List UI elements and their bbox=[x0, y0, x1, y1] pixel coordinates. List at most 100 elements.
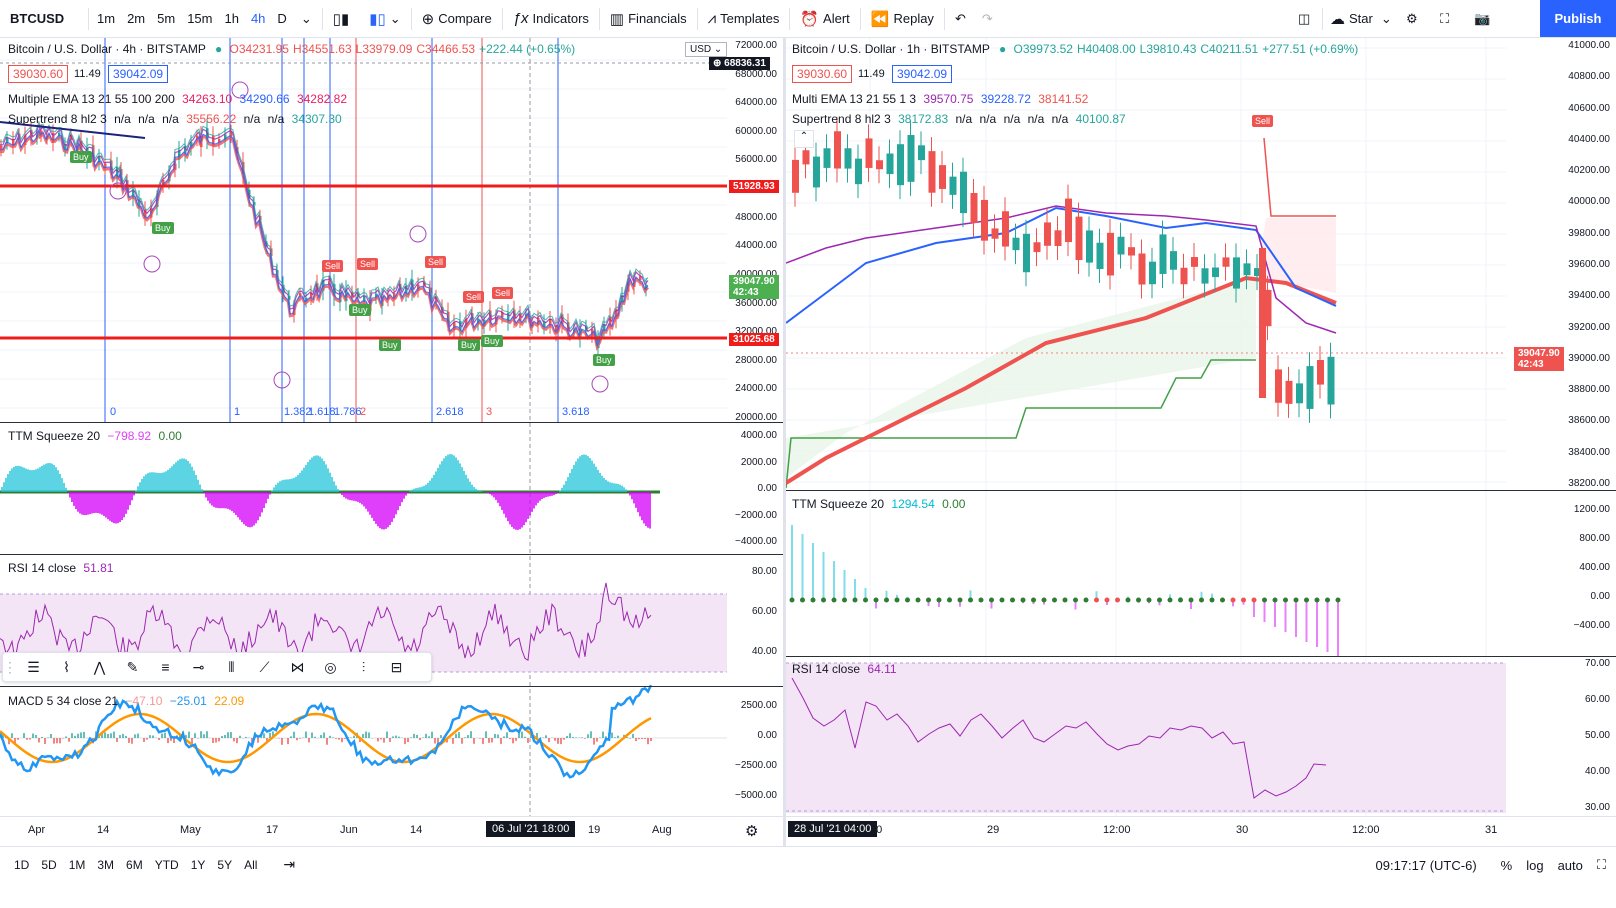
range-ytd[interactable]: YTD bbox=[154, 857, 179, 872]
snapshot-button[interactable]: 📷 bbox=[1466, 0, 1498, 38]
sell-signal-badge: Sell bbox=[357, 258, 379, 270]
clock-time[interactable]: 09:17:17 (UTC-6) bbox=[1375, 857, 1477, 873]
right-sell-price-button[interactable]: 39030.60 bbox=[792, 65, 853, 83]
timeframe-2m[interactable]: 2m bbox=[127, 11, 146, 26]
fib-channel-icon[interactable]: ⫶ bbox=[361, 658, 366, 675]
pen-icon[interactable]: ✎ bbox=[126, 658, 139, 675]
left-macd-scale[interactable]: 2500.00 0.00 −2500.00 −5000.00 bbox=[727, 686, 783, 816]
bar-countdown: 42:43 bbox=[733, 287, 759, 298]
indicators-button[interactable]: ƒx Indicators bbox=[505, 0, 597, 38]
left-buy-price-button[interactable]: 39042.09 bbox=[108, 65, 169, 83]
auto-toggle[interactable]: auto bbox=[1557, 857, 1583, 873]
left-time-axis[interactable]: Apr 14 May 17 Jun 14 19 Aug bbox=[0, 824, 727, 844]
layout-splitter[interactable] bbox=[783, 38, 786, 846]
vertical-lines-icon[interactable]: ⫴ bbox=[228, 658, 235, 675]
left-macd-legend[interactable]: MACD 5 34 close 21 −47.10 −25.01 22.09 bbox=[8, 694, 244, 708]
range-all[interactable]: All bbox=[244, 857, 258, 872]
left-symbol-title[interactable]: Bitcoin / U.S. Dollar · 4h · BITSTAMP bbox=[8, 42, 206, 56]
elliott-wave-icon[interactable]: ⌇ bbox=[63, 658, 70, 675]
range-1m[interactable]: 1M bbox=[68, 857, 86, 872]
right-supertrend-legend[interactable]: Supertrend 8 hl2 3 38172.83 n/a n/a n/a … bbox=[792, 112, 1126, 126]
range-1y[interactable]: 1Y bbox=[190, 857, 206, 872]
right-ttm-scale[interactable]: 1200.00 800.00 400.00 0.00 −400.00 bbox=[1506, 490, 1616, 656]
financials-button[interactable]: ▥ Financials bbox=[602, 0, 695, 38]
timeframe-1m[interactable]: 1m bbox=[97, 11, 116, 26]
pane-separator[interactable] bbox=[786, 490, 1616, 491]
range-5y[interactable]: 5Y bbox=[217, 857, 233, 872]
pane-separator[interactable] bbox=[0, 686, 783, 687]
right-ttm-legend[interactable]: TTM Squeeze 20 1294.54 0.00 bbox=[792, 497, 965, 511]
left-supertrend-legend[interactable]: Supertrend 8 hl2 3 n/a n/a n/a 35556.22 … bbox=[8, 112, 342, 126]
chart-type-button[interactable]: ▮▯ ⌄ bbox=[361, 0, 408, 38]
right-time-axis[interactable]: 00 29 12:00 30 12:00 31 bbox=[786, 824, 1506, 844]
layout-button[interactable]: ◫ bbox=[1290, 0, 1318, 38]
candle-body bbox=[1044, 222, 1051, 246]
fullscreen-corners-icon[interactable]: ⛶ bbox=[1596, 857, 1606, 872]
right-buy-price-button[interactable]: 39042.09 bbox=[892, 65, 953, 83]
candle-body bbox=[855, 158, 862, 185]
log-toggle[interactable]: log bbox=[1526, 857, 1544, 873]
percent-toggle[interactable]: % bbox=[1500, 857, 1513, 873]
templates-button[interactable]: ⩘ Templates bbox=[700, 0, 788, 38]
right-ema-legend[interactable]: Multi EMA 13 21 55 1 3 39570.75 39228.72… bbox=[792, 92, 1088, 106]
drag-handle-icon[interactable]: ⋮ bbox=[3, 658, 17, 675]
left-sell-price-button[interactable]: 39030.60 bbox=[8, 65, 69, 83]
timeframe-1h[interactable]: 1h bbox=[224, 11, 239, 26]
timeframe-d[interactable]: D bbox=[277, 11, 287, 26]
left-rsi-legend[interactable]: RSI 14 close 51.81 bbox=[8, 561, 113, 575]
settings-button[interactable]: ⚙ bbox=[1398, 0, 1426, 38]
undo-button[interactable]: ↶ bbox=[947, 0, 974, 38]
fib-spiral-icon[interactable]: ◎ bbox=[324, 658, 337, 675]
chart-settings-gear-icon[interactable]: ⚙ bbox=[745, 823, 759, 840]
pattern-icon[interactable]: ⋈ bbox=[290, 658, 305, 675]
ttm-squeeze-dot bbox=[1062, 597, 1068, 603]
compare-button[interactable]: ⊕ Compare bbox=[414, 0, 500, 38]
date-range-icon[interactable]: ⇥ bbox=[283, 856, 296, 872]
publish-button[interactable]: Publish bbox=[1540, 0, 1616, 37]
right-chart-pane[interactable]: Bitcoin / U.S. Dollar · 1h · BITSTAMP ● … bbox=[786, 38, 1616, 846]
symbol-search[interactable]: BTCUSD bbox=[10, 11, 65, 26]
replay-button[interactable]: ⏪ Replay bbox=[863, 0, 942, 38]
horizontal-ray-icon[interactable]: ⊸ bbox=[192, 658, 205, 675]
right-rsi-scale[interactable]: 70.00 60.00 50.00 40.00 30.00 bbox=[1506, 656, 1616, 816]
range-3m[interactable]: 3M bbox=[97, 857, 115, 872]
range-6m[interactable]: 6M bbox=[126, 857, 143, 872]
horizontal-lines-icon[interactable]: ☰ bbox=[27, 658, 40, 675]
right-symbol-title[interactable]: Bitcoin / U.S. Dollar · 1h · BITSTAMP bbox=[792, 42, 990, 56]
fullscreen-button[interactable]: ⛶ bbox=[1432, 0, 1457, 38]
alert-button[interactable]: ⏰ Alert bbox=[792, 0, 857, 38]
star-button[interactable]: ☁ Star ⌄ bbox=[1322, 0, 1400, 38]
pane-separator[interactable] bbox=[0, 422, 783, 423]
left-rsi-scale[interactable]: 80.00 60.00 40.00 bbox=[727, 554, 783, 686]
trend-line-icon[interactable]: ⟋ bbox=[259, 658, 270, 675]
timeframe-dropdown[interactable]: ⌄ bbox=[293, 0, 320, 38]
candle-body bbox=[844, 148, 852, 169]
timeframe-15m[interactable]: 15m bbox=[187, 11, 213, 26]
ema-value-2: 34290.66 bbox=[239, 92, 290, 106]
pane-separator[interactable] bbox=[786, 656, 1616, 657]
timeframe-4h[interactable]: 4h bbox=[250, 11, 266, 26]
candle-body bbox=[310, 292, 313, 299]
candle-body bbox=[897, 144, 904, 186]
left-ttm-legend[interactable]: TTM Squeeze 20 −798.92 0.00 bbox=[8, 429, 182, 443]
right-rsi-legend[interactable]: RSI 14 close 64.11 bbox=[792, 662, 897, 676]
rsi-name: RSI 14 close bbox=[8, 561, 77, 575]
right-chart-canvas[interactable] bbox=[786, 38, 1616, 846]
bar-style-button[interactable]: ▯▮ bbox=[325, 0, 362, 38]
left-ttm-scale[interactable]: 4000.00 2000.00 0.00 −2000.00 −4000.00 bbox=[727, 422, 783, 554]
position-icon[interactable]: ⊟ bbox=[390, 658, 403, 675]
currency-selector[interactable]: USD ⌄ bbox=[685, 42, 728, 57]
left-chart-pane[interactable]: Bitcoin / U.S. Dollar · 4h · BITSTAMP ● … bbox=[0, 38, 783, 846]
left-price-scale[interactable]: 72000.00 68000.00 64000.00 60000.00 56000.00… bbox=[727, 38, 783, 423]
range-5d[interactable]: 5D bbox=[41, 857, 57, 872]
collapse-legend-button[interactable]: ⌃ bbox=[794, 130, 814, 148]
range-1d[interactable]: 1D bbox=[14, 857, 30, 872]
right-price-scale[interactable]: 41000.00 40800.00 40600.00 40400.00 40200.00… bbox=[1506, 38, 1616, 490]
abc-pattern-icon[interactable]: ⋀ bbox=[93, 658, 106, 675]
pane-separator[interactable] bbox=[0, 554, 783, 555]
timeframe-5m[interactable]: 5m bbox=[157, 11, 176, 26]
redo-button[interactable]: ↷ bbox=[974, 0, 1001, 38]
left-ema-legend[interactable]: Multiple EMA 13 21 55 100 200 34263.10 3… bbox=[8, 92, 347, 106]
fib-retracement-icon[interactable]: ≡ bbox=[161, 659, 170, 675]
left-chart-canvas[interactable] bbox=[0, 38, 783, 846]
